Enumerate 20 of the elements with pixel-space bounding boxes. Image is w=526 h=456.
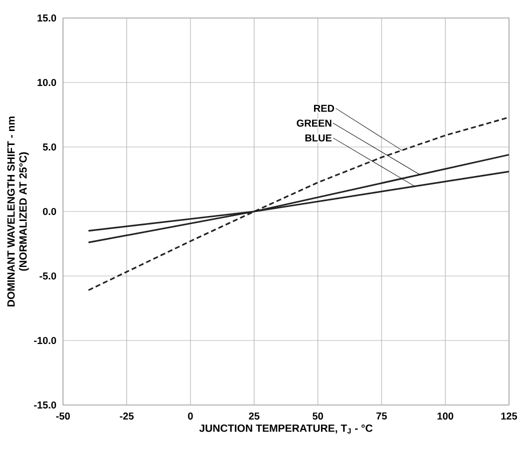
y-axis-title: DOMINANT WAVELENGTH SHIFT - nm (NORMALIZED AT 25°C)	[7, 116, 29, 306]
x-tick-label: 25	[248, 412, 260, 420]
y-tick-label: 10.0	[38, 78, 56, 86]
x-tick-label: -50	[56, 412, 70, 420]
x-axis-title: JUNCTION TEMPERATURE, T$_{J}$ - °C	[199, 424, 373, 434]
x-tick-label: -25	[120, 412, 134, 420]
x-tick-label: 0	[188, 412, 193, 420]
text: GREEN	[296, 120, 332, 127]
x-tick-label: 125	[501, 412, 518, 420]
y-tick-label: 0.0	[42, 208, 56, 216]
y-tick-label: -5.0	[40, 272, 56, 280]
y-tick-label: -15.0	[34, 401, 56, 409]
x-tick-label: 100	[438, 412, 454, 420]
text: RED	[314, 104, 334, 112]
y-tick-label: 15.0	[38, 14, 56, 22]
x-tick-label: 75	[376, 412, 387, 420]
text: BLUE	[305, 134, 332, 142]
y-tick-label: -10.0	[34, 336, 56, 344]
x-tick-label: 50	[312, 412, 324, 420]
y-tick-label: 5.0	[42, 143, 56, 151]
